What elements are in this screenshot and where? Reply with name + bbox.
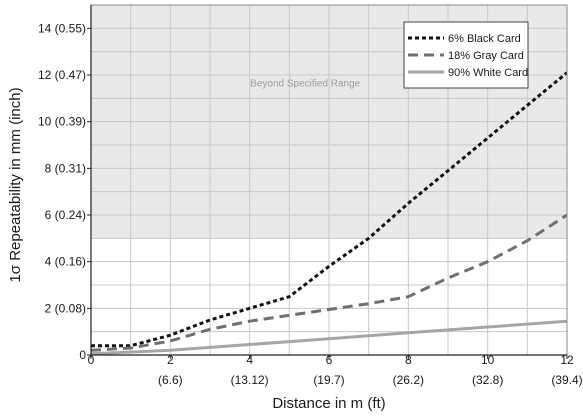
x-tick-label: 4: [246, 353, 253, 367]
x-tick-sublabel: (39.4): [551, 373, 582, 387]
x-tick-label: 8: [405, 353, 412, 367]
x-tick-label: 10: [481, 353, 495, 367]
y-tick-label: 14 (0.55): [38, 21, 86, 35]
x-tick-label: 0: [88, 353, 95, 367]
series-line-1: [91, 71, 567, 348]
y-tick-labels: 0 2 (0.08) 4 (0.16) 6 (0.24) 8 (0.31) 10 (0.3…: [38, 21, 91, 362]
legend-label-3: 90% White Card: [448, 67, 528, 79]
y-tick-label: 0: [79, 348, 86, 362]
series-lines: [91, 71, 567, 355]
x-tick-sublabel: (13.12): [231, 373, 269, 387]
legend-label-1: 6% Black Card: [448, 33, 521, 45]
y-tick-label: 6 (0.24): [45, 208, 86, 222]
x-tick-label: 6: [326, 353, 333, 367]
x-tick-labels: 0 2 (6.6) 4 (13.12) 6 (19.7) 8 (26.2) 10 (32.8) 12 (…: [88, 353, 583, 387]
y-tick-label: 8 (0.31): [45, 161, 86, 175]
legend: 6% Black Card 18% Gray Card 90% White Card: [403, 21, 529, 89]
x-tick-sublabel: (6.6): [158, 373, 183, 387]
x-axis-title: Distance in m (ft): [272, 395, 385, 412]
y-tick-label: 4 (0.16): [45, 255, 86, 269]
y-axis-title: 1σ Repeatability in mm (inch): [7, 87, 24, 282]
y-tick-label: 10 (0.39): [38, 115, 86, 129]
x-tick-sublabel: (19.7): [313, 373, 344, 387]
x-tick-label: 12: [560, 353, 574, 367]
y-tick-label: 2 (0.08): [45, 301, 86, 315]
y-tick-label: 12 (0.47): [38, 68, 86, 82]
x-tick-label: 2: [167, 353, 174, 367]
beyond-range-label: Beyond Specified Range: [250, 79, 361, 90]
x-tick-sublabel: (26.2): [393, 373, 424, 387]
series-line-3: [91, 319, 567, 355]
legend-label-2: 18% Gray Card: [448, 50, 524, 62]
series-line-2: [91, 213, 567, 352]
x-tick-sublabel: (32.8): [472, 373, 503, 387]
